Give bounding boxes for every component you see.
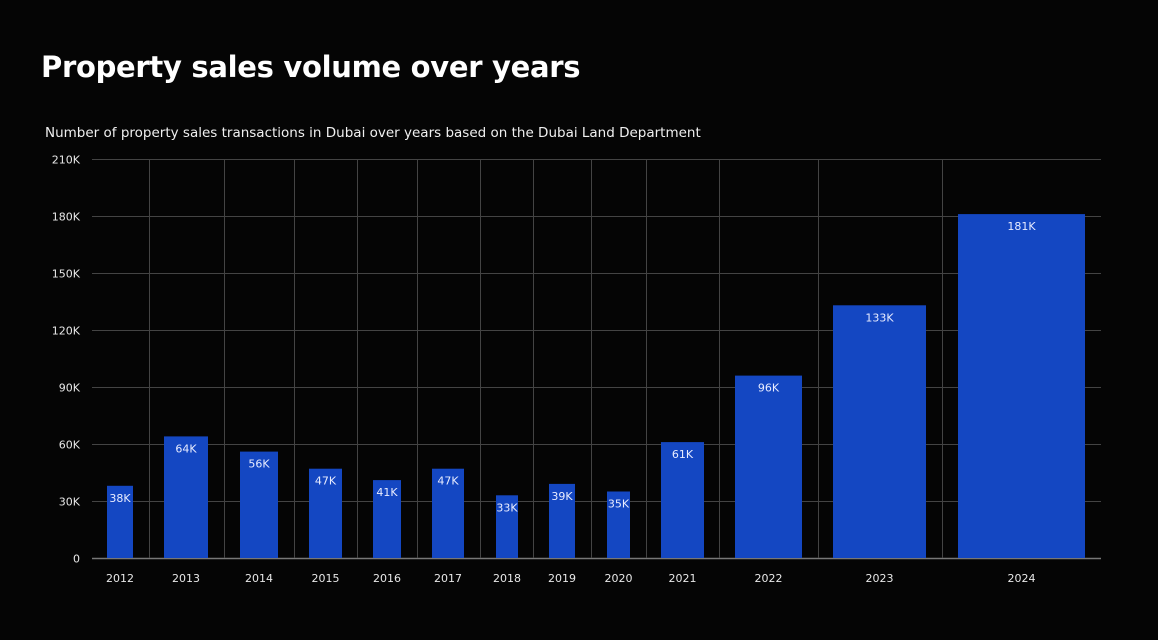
data-label: 56K <box>248 458 270 471</box>
bars <box>107 214 1085 558</box>
y-tick-label: 210K <box>52 154 81 167</box>
data-label: 64K <box>175 442 197 455</box>
bar-2020 <box>607 491 630 558</box>
x-tick-label: 2014 <box>245 572 273 585</box>
x-tick-label: 2022 <box>755 572 783 585</box>
x-tick-label: 2021 <box>669 572 697 585</box>
bar-2019 <box>549 483 575 558</box>
grid-lines <box>92 159 1101 560</box>
data-label: 33K <box>496 501 518 514</box>
y-tick-label: 0 <box>73 553 80 566</box>
chart-title: Property sales volume over years <box>41 50 581 84</box>
y-tick-label: 30K <box>59 496 81 509</box>
bar-2024 <box>958 214 1085 558</box>
y-tick-label: 150K <box>52 268 81 281</box>
y-tick-label: 60K <box>59 439 81 452</box>
x-tick-label: 2017 <box>434 572 462 585</box>
x-tick-label: 2013 <box>172 572 200 585</box>
data-label: 41K <box>376 486 398 499</box>
data-label: 47K <box>315 475 337 488</box>
data-label: 181K <box>1007 220 1036 233</box>
y-axis: 0 30K 60K 90K 120K 150K 180K 210K <box>52 154 81 566</box>
chart-subtitle: Number of property sales transactions in… <box>45 125 701 141</box>
x-tick-label: 2024 <box>1008 572 1036 585</box>
data-label: 35K <box>608 498 630 511</box>
data-label: 133K <box>865 311 894 324</box>
data-label: 96K <box>758 382 780 395</box>
y-tick-label: 120K <box>52 325 81 338</box>
x-tick-label: 2023 <box>866 572 894 585</box>
data-label: 38K <box>109 492 131 505</box>
bar-2022 <box>735 375 802 558</box>
x-tick-label: 2012 <box>106 572 134 585</box>
bar-2017 <box>432 468 464 558</box>
data-label: 61K <box>672 448 694 461</box>
data-label: 47K <box>437 475 459 488</box>
data-label: 39K <box>551 490 573 503</box>
bar-2012 <box>107 485 133 558</box>
x-tick-label: 2015 <box>312 572 340 585</box>
bar-2013 <box>164 436 208 558</box>
data-labels: 38K 64K 56K 47K 41K 47K 33K 39K 35K 61K 96K 133K 181… <box>109 220 1036 514</box>
bar-2016 <box>373 480 401 558</box>
bar-2021 <box>661 442 704 558</box>
x-axis: 2012 2013 2014 2015 2016 2017 2018 2019 2020 2021… <box>106 572 1036 585</box>
x-tick-label: 2019 <box>548 572 576 585</box>
x-tick-label: 2018 <box>493 572 521 585</box>
bar-2014 <box>240 451 278 558</box>
x-tick-label: 2016 <box>373 572 401 585</box>
y-tick-label: 180K <box>52 211 81 224</box>
x-tick-label: 2020 <box>605 572 633 585</box>
bar-2018 <box>496 495 518 558</box>
bar-2015 <box>309 468 342 558</box>
y-tick-label: 90K <box>59 382 81 395</box>
bar-2023 <box>833 305 926 558</box>
